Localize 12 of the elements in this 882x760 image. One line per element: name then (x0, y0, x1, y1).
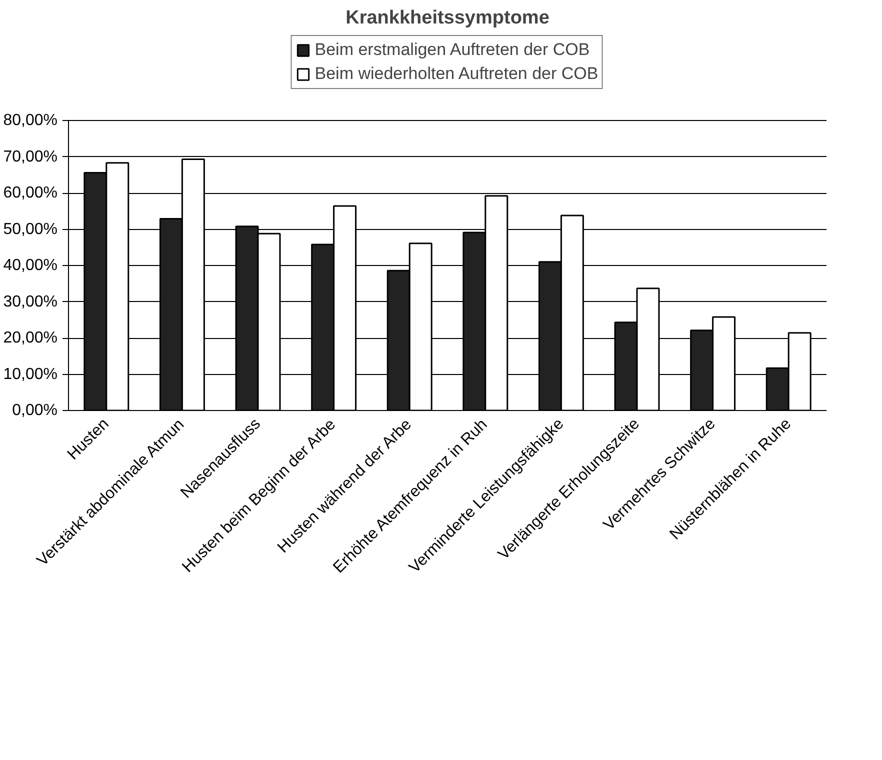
y-tick-label: 80,00% (3, 112, 58, 129)
y-tick-label: 30,00% (3, 293, 58, 310)
legend-label: Beim erstmaligen Auftreten der COB (314, 40, 590, 60)
y-tick-label: 50,00% (3, 220, 58, 238)
y-tick-label: 70,00% (3, 148, 58, 166)
legend-label: Beim wiederholten Auftreten der COB (314, 64, 598, 84)
y-tick-label: 20,00% (3, 330, 58, 346)
y-tick-label: 10,00% (3, 366, 58, 383)
y-tick-label: 0,00% (12, 402, 58, 419)
chart-title: Krankkheitssymptome (346, 8, 550, 28)
y-tick-label: 40,00% (3, 257, 58, 274)
y-tick-label: 60,00% (3, 184, 58, 202)
